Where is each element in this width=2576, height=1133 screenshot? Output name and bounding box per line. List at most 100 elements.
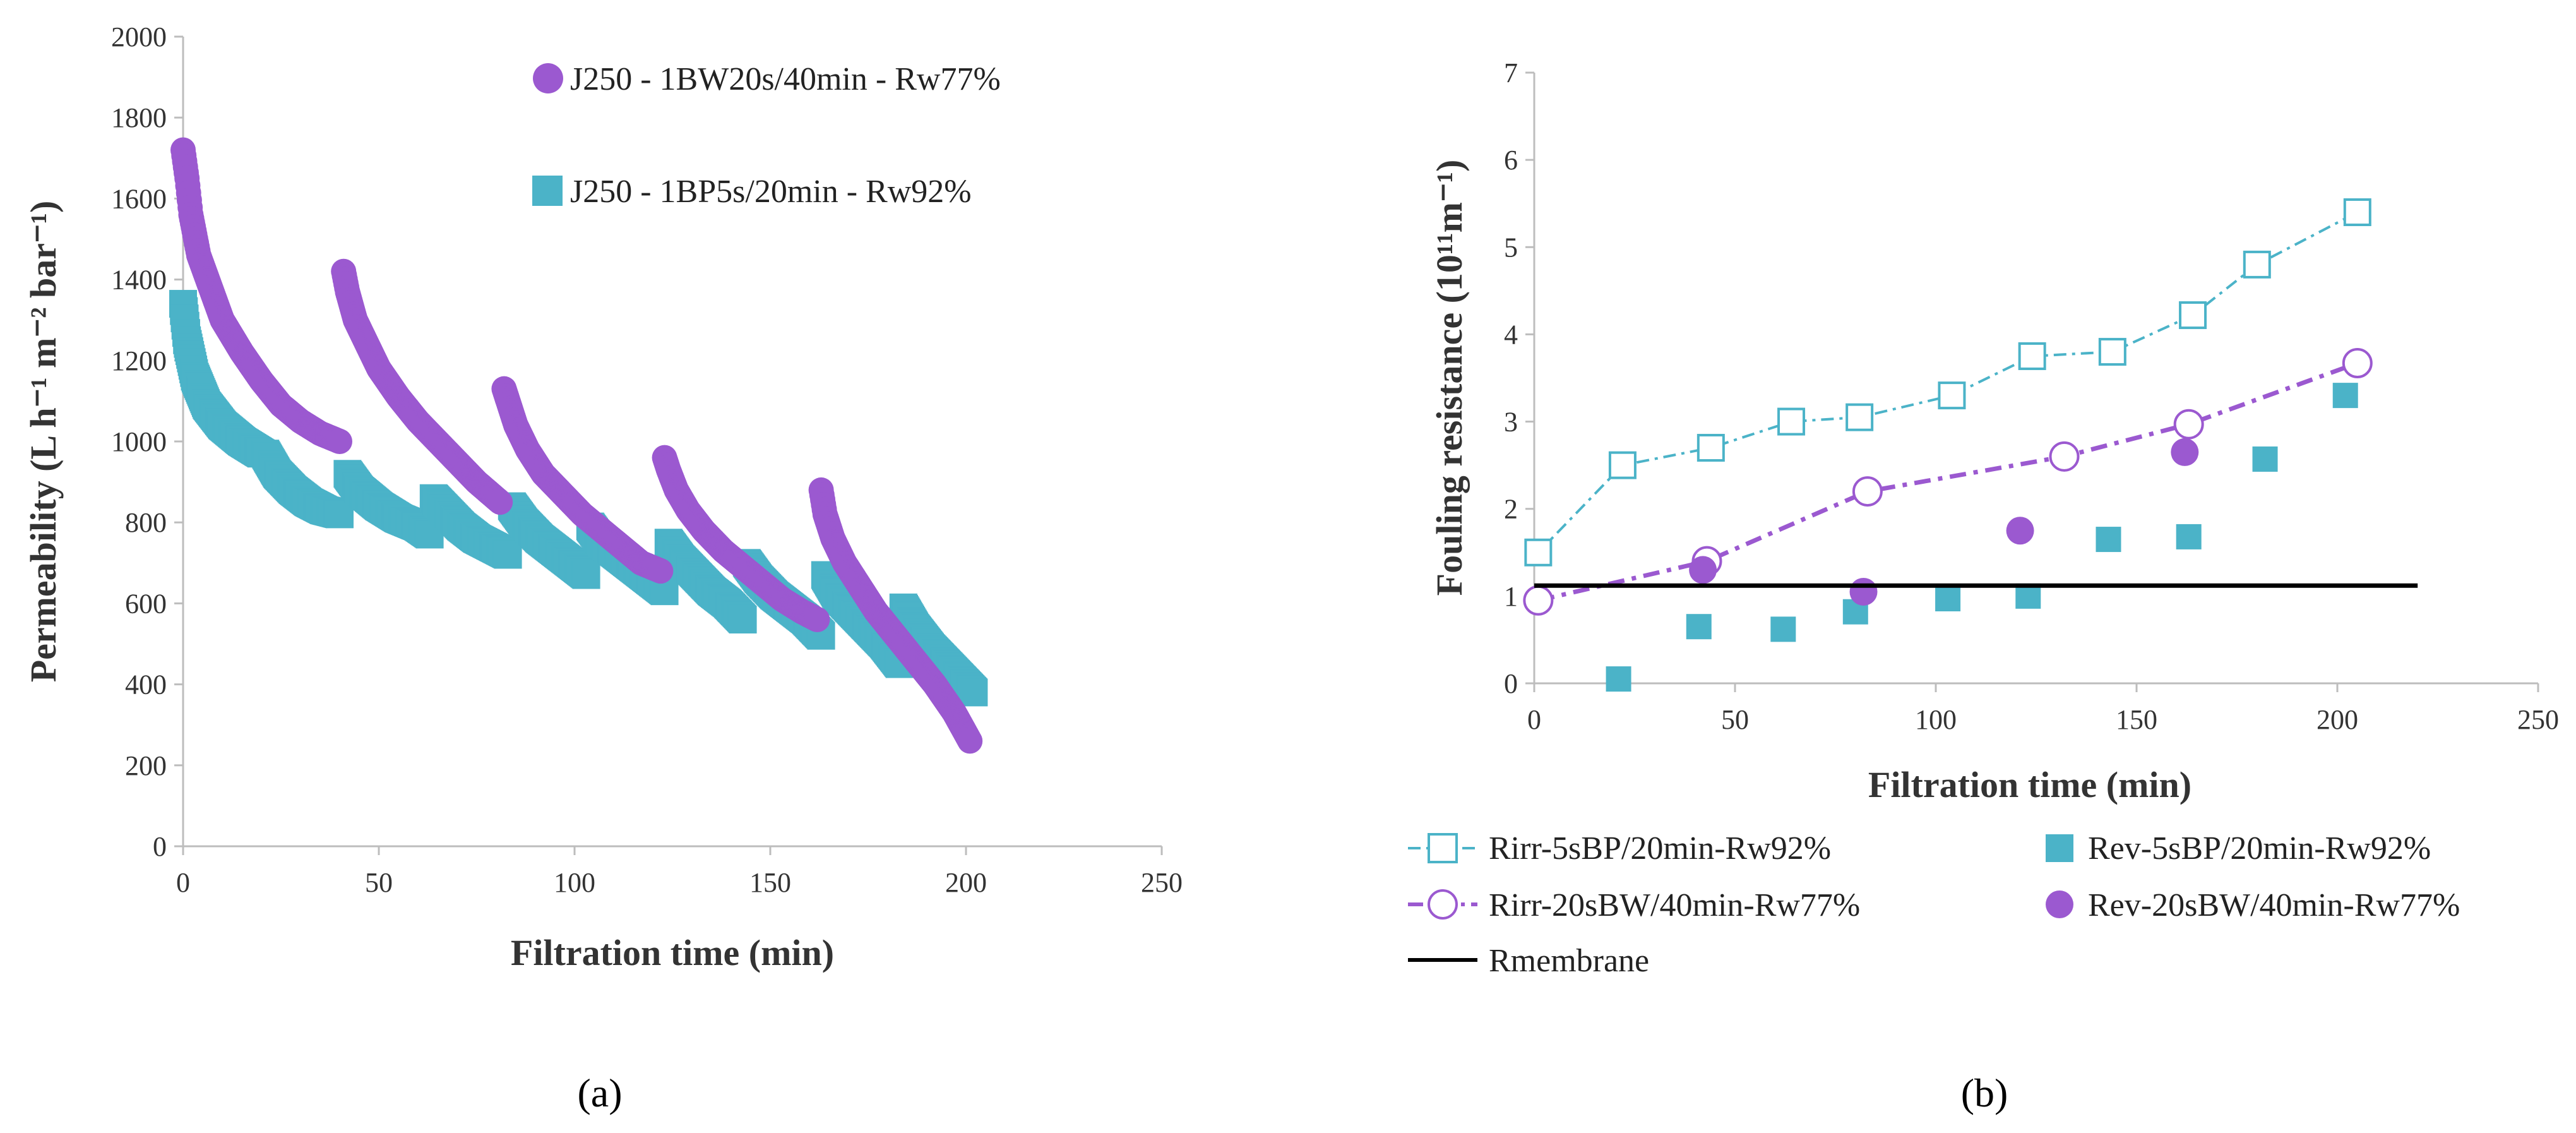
data-point	[2173, 409, 2204, 440]
chart-a-y-ticks: 0 200 400 600 800 1000 1200 1400 1600 1800 2000	[111, 21, 183, 862]
data-point	[2096, 527, 2121, 553]
chart-a-y-tick-label: 200	[125, 750, 167, 781]
data-point	[1608, 451, 1637, 479]
chart-a-legend: J250 - 1BW20s/40min - Rw77% J250 - 1BP5s…	[532, 61, 1001, 210]
legend-a-label-1: J250 - 1BW20s/40min - Rw77%	[570, 61, 1001, 97]
legend-b-label-3: Rirr-20sBW/40min-Rw77%	[1489, 887, 1860, 923]
data-point	[2098, 338, 2126, 366]
data-point	[648, 558, 674, 584]
data-point	[1849, 577, 1878, 606]
data-point	[2342, 348, 2373, 379]
chart-a: 0 50 100 150 200 250 0 200 400 600 800 1000 1200 140…	[23, 21, 1183, 1115]
data-point	[2252, 446, 2278, 472]
chart-b-x-tick-label: 250	[2517, 704, 2559, 735]
data-point	[2332, 383, 2358, 409]
data-point	[2171, 438, 2199, 466]
data-point	[2006, 517, 2034, 545]
data-point	[1777, 407, 1806, 436]
data-point	[960, 678, 988, 707]
chart-b-legend: Rirr-5sBP/20min-Rw92% Rev-5sBP/20min-Rw9…	[1408, 830, 2460, 979]
chart-b-panel-label: (b)	[1961, 1070, 2008, 1115]
legend-b-swatch-4	[2046, 890, 2073, 918]
chart-a-x-tick-label: 0	[176, 867, 190, 898]
series-rev-5sbp-20min-rw92	[1606, 383, 2358, 692]
data-point	[487, 489, 513, 515]
legend-b-label-2: Rev-5sBP/20min-Rw92%	[2088, 830, 2431, 866]
legend-a-label-2: J250 - 1BP5s/20min - Rw92%	[570, 174, 972, 210]
legend-a-swatch-2	[532, 176, 563, 206]
chart-a-x-tick-label: 200	[945, 867, 987, 898]
series-line	[1537, 211, 2358, 554]
data-point	[804, 607, 830, 633]
legend-b-label-5: Rmembrane	[1489, 943, 1649, 979]
data-point	[1689, 556, 1717, 584]
legend-b-label-1: Rirr-5sBP/20min-Rw92%	[1489, 830, 1831, 866]
data-point	[1938, 381, 1966, 410]
chart-a-y-tick-label: 1200	[111, 345, 167, 376]
chart-b-y-tick-label: 2	[1504, 494, 1518, 525]
chart-b-y-tick-label: 6	[1504, 145, 1518, 176]
data-point	[1846, 403, 1874, 431]
series-bw20s-points	[170, 137, 983, 754]
chart-b-x-tick-label: 0	[1527, 704, 1541, 735]
chart-b-x-axis-title: Filtration time (min)	[1868, 764, 2191, 805]
legend-b-swatch-1	[1428, 833, 1458, 863]
chart-b-x-tick-label: 200	[2317, 704, 2358, 735]
data-point	[1852, 476, 1883, 507]
data-point	[572, 561, 600, 589]
data-point	[729, 606, 757, 634]
data-point	[2018, 342, 2046, 370]
chart-a-y-tick-label: 2000	[111, 21, 167, 52]
data-point	[2243, 250, 2271, 279]
chart-a-x-axis-title: Filtration time (min)	[511, 932, 834, 973]
chart-b-y-tick-label: 4	[1504, 319, 1518, 350]
chart-b-y-tick-label: 3	[1504, 407, 1518, 438]
chart-a-y-tick-label: 1800	[111, 102, 167, 133]
data-point	[957, 728, 983, 754]
chart-a-y-tick-label: 1000	[111, 426, 167, 457]
chart-a-x-ticks: 0 50 100 150 200 250	[176, 846, 1183, 898]
chart-b-marks	[1523, 198, 2418, 692]
data-point	[2179, 301, 2207, 330]
chart-a-y-tick-label: 0	[153, 831, 167, 862]
chart-b-x-tick-label: 50	[1721, 704, 1749, 735]
data-point	[327, 429, 352, 454]
chart-a-y-tick-label: 400	[125, 669, 167, 700]
chart-a-panel-label: (a)	[577, 1070, 622, 1115]
chart-b-x-ticks: 0 50 100 150 200 250	[1527, 683, 2559, 735]
data-point	[1524, 538, 1553, 566]
chart-b-y-tick-label: 1	[1504, 581, 1518, 612]
chart-a-x-tick-label: 150	[749, 867, 791, 898]
data-point	[2049, 441, 2080, 472]
chart-a-y-tick-label: 1600	[111, 183, 167, 214]
legend-b-swatch-3	[1428, 889, 1458, 920]
chart-a-x-tick-label: 100	[554, 867, 595, 898]
legend-b-label-4: Rev-20sBW/40min-Rw77%	[2088, 887, 2460, 923]
chart-b-y-ticks: 0 1 2 3 4 5 6 7	[1504, 57, 1534, 699]
chart-b-x-tick-label: 100	[1915, 704, 1957, 735]
legend-b-swatch-2	[2046, 834, 2073, 862]
series-rirr-5sbp-20min-rw92	[1524, 198, 2371, 566]
chart-a-y-tick-label: 1400	[111, 265, 167, 296]
chart-b-x-tick-label: 150	[2116, 704, 2157, 735]
data-point	[1770, 616, 1796, 642]
chart-b-y-tick-label: 7	[1504, 57, 1518, 88]
data-point	[1686, 614, 1712, 640]
chart-a-marks	[169, 137, 988, 754]
chart-a-x-tick-label: 250	[1141, 867, 1183, 898]
chart-b-y-axis-title: Fouling resistance (10¹¹m⁻¹)	[1429, 160, 1470, 596]
chart-a-y-axis-title: Permeability (L h⁻¹ m⁻² bar⁻¹)	[23, 201, 64, 683]
data-point	[1606, 666, 1631, 692]
data-point	[494, 541, 522, 569]
chart-a-y-tick-label: 600	[125, 588, 167, 619]
legend-a-swatch-1	[533, 63, 563, 93]
series-rev-20sbw-40min-rw77	[1689, 438, 2199, 606]
data-point	[1696, 434, 1725, 462]
chart-a-y-tick-label: 800	[125, 507, 167, 538]
series-line	[1537, 361, 2358, 603]
chart-b-y-tick-label: 0	[1504, 668, 1518, 699]
chart-b: 0 50 100 150 200 250 0 1 2 3 4 5 6 7 Filtration time…	[1408, 57, 2559, 1115]
data-point	[1523, 585, 1554, 616]
chart-a-x-tick-label: 50	[365, 867, 393, 898]
